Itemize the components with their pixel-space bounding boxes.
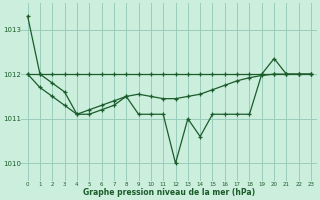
X-axis label: Graphe pression niveau de la mer (hPa): Graphe pression niveau de la mer (hPa)	[83, 188, 255, 197]
